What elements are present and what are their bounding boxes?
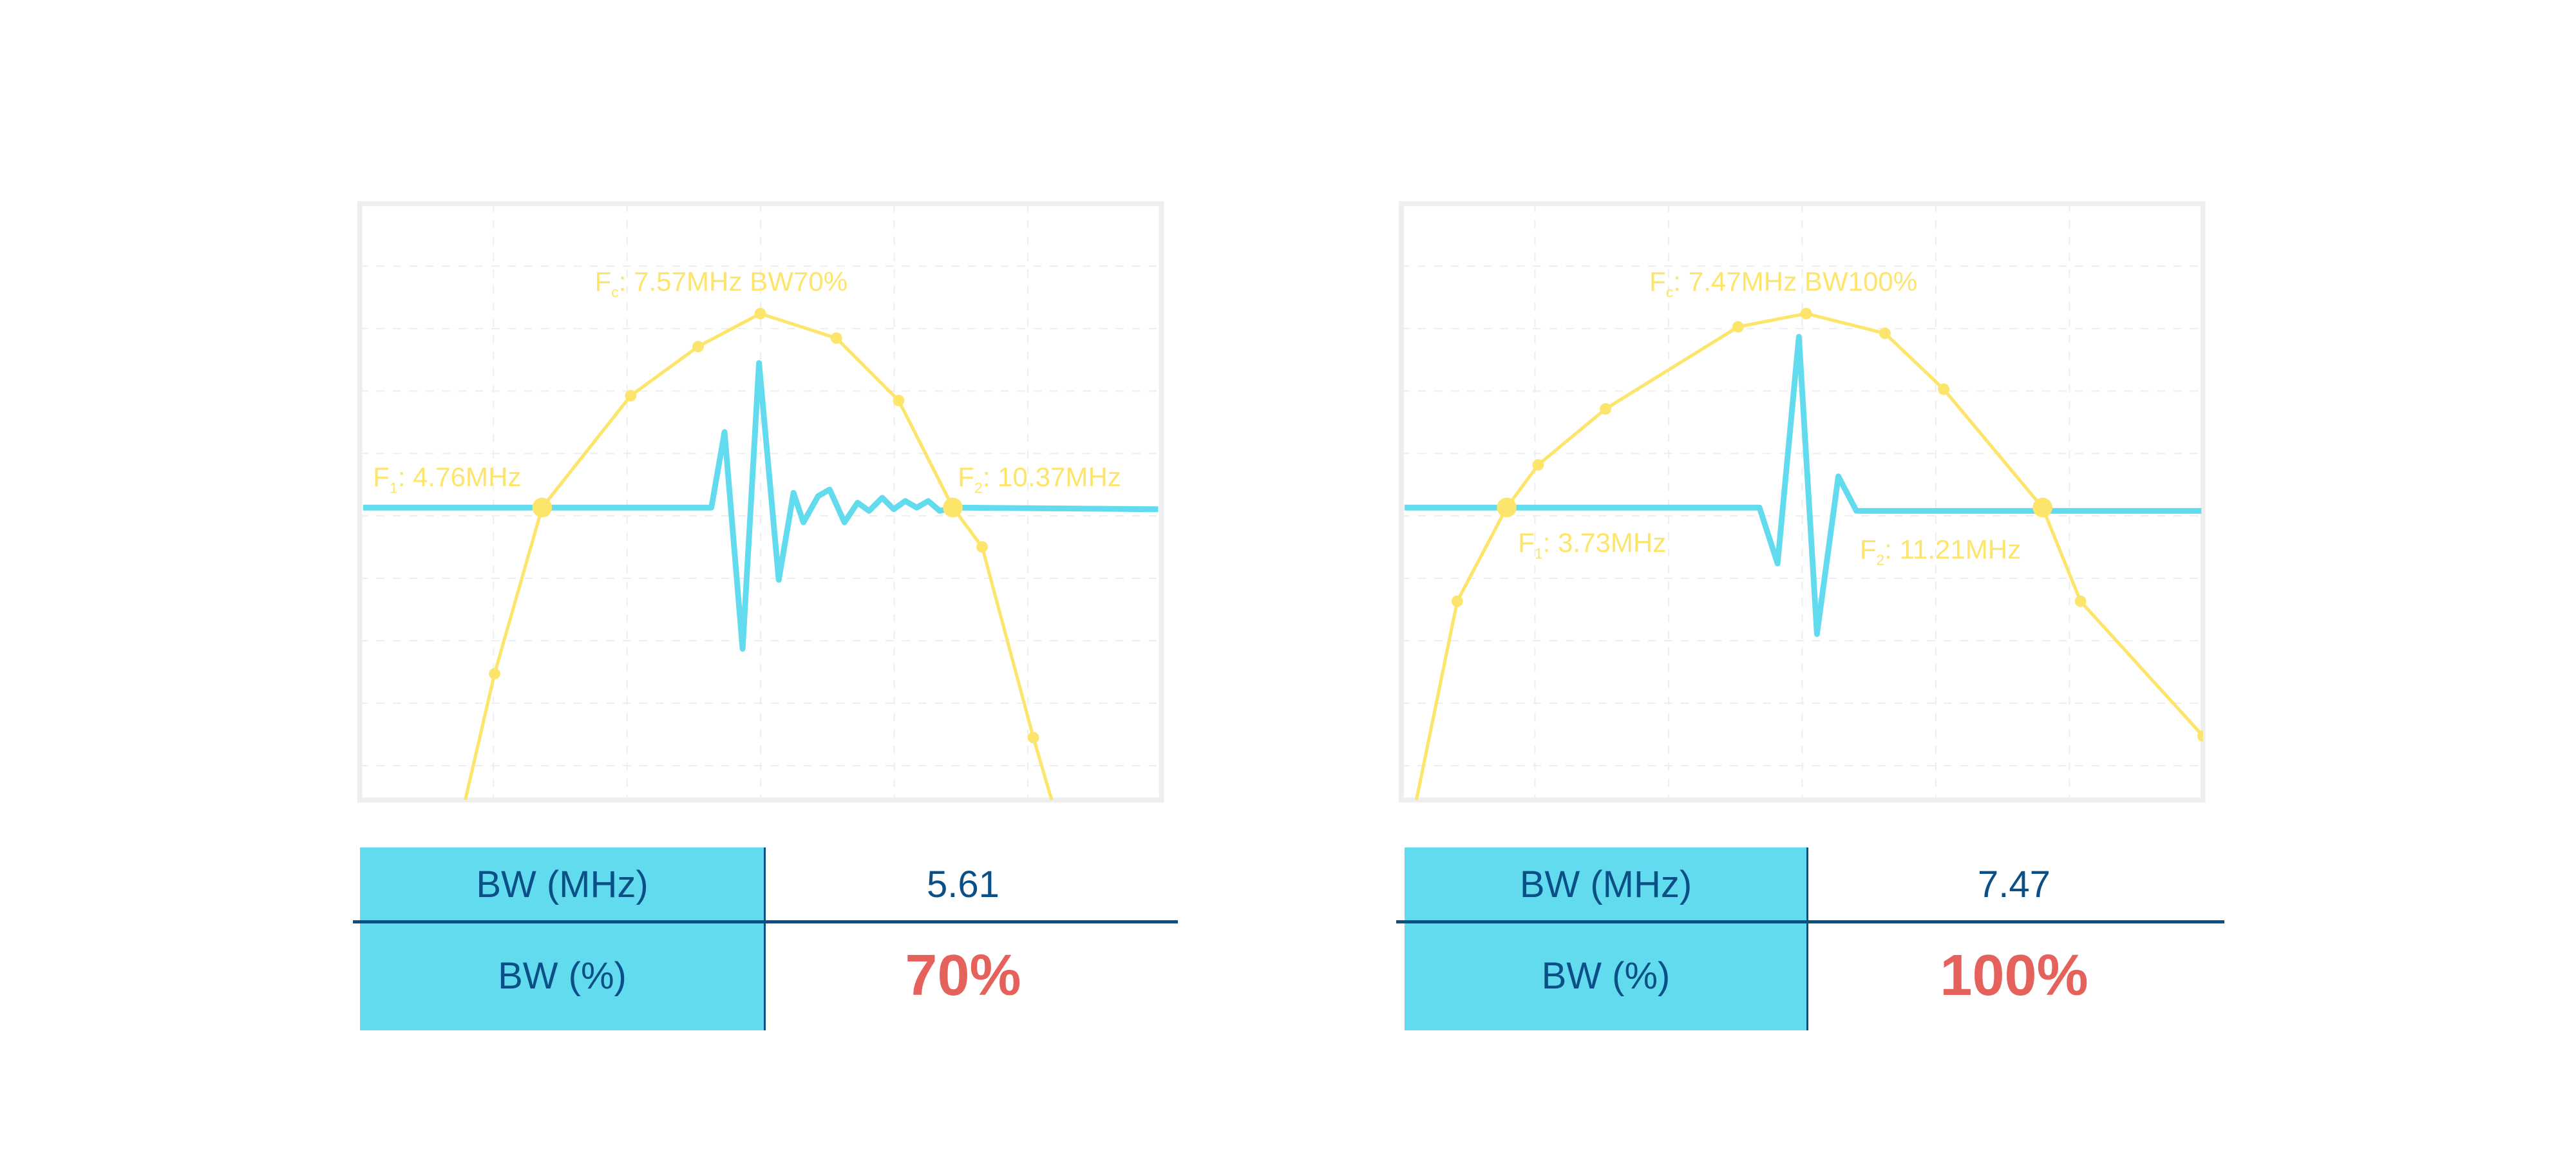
row2-label: BW (%): [360, 922, 764, 1030]
chart-pzt: [357, 201, 1164, 803]
row1-value: 5.61: [927, 864, 999, 905]
fc-label-cmut: Fc: 7.47MHz BW100%: [1649, 267, 1917, 301]
data-point: [830, 332, 842, 345]
row2-label: BW (%): [1405, 922, 1807, 1030]
data-point: [488, 668, 500, 679]
panel-title-pzt: PZT linear array: [556, 117, 889, 168]
data-point: [2074, 595, 2087, 607]
panel-title-cmut: CMUT linear array: [1604, 117, 1983, 168]
frequency-response-line: [463, 312, 1054, 800]
data-point: [976, 541, 988, 553]
cutoff-point: [1497, 497, 1517, 518]
plot-frame: [357, 201, 1164, 803]
fc-label-pzt: Fc: 7.57MHz BW70%: [595, 267, 848, 301]
data-point: [1600, 403, 1611, 415]
data-point: [1879, 327, 1891, 339]
data-point: [893, 395, 905, 406]
row-divider: [353, 920, 1178, 923]
cutoff-point: [943, 497, 963, 518]
table-cmut: BW (MHz) BW (%) 7.47 100%: [1396, 847, 2224, 1030]
f1-label-cmut: F1: 3.73MHz: [1518, 527, 1666, 562]
data-point: [1451, 595, 1463, 607]
column-divider: [1806, 847, 1808, 1030]
chart-cmut: [1399, 201, 2206, 803]
row2-value: 70%: [905, 943, 1021, 1008]
cutoff-point: [532, 497, 553, 518]
pulse-waveform: [1405, 334, 2202, 638]
f2-label-cmut: F2: 11.21MHz: [1860, 534, 2022, 568]
plot-area: [363, 308, 1159, 800]
data-point: [1027, 732, 1039, 744]
data-point: [1800, 308, 1812, 319]
f2-label-pzt: F2: 10.37MHz: [958, 462, 1121, 496]
data-point: [2197, 730, 2203, 742]
plot-area: [1405, 308, 2203, 800]
row1-value: 7.47: [1978, 864, 2050, 905]
row1-label: BW (MHz): [1405, 847, 1807, 922]
table-pzt: BW (MHz) BW (%) 5.61 70%: [353, 847, 1178, 1030]
plot-frame: [1399, 201, 2206, 803]
frequency-response-line: [1414, 312, 2203, 800]
data-point: [1532, 459, 1544, 471]
column-divider: [764, 847, 766, 1030]
row2-value: 100%: [1940, 943, 2088, 1008]
data-point: [625, 390, 637, 402]
data-point: [1732, 321, 1744, 333]
data-point: [1938, 383, 1950, 395]
row-divider: [1396, 920, 2224, 923]
f1-label-pzt: F1: 4.76MHz: [373, 462, 521, 496]
data-point: [754, 308, 766, 319]
row1-label: BW (MHz): [360, 847, 764, 922]
pulse-waveform: [363, 360, 1159, 652]
data-point: [692, 341, 704, 353]
cutoff-point: [2032, 497, 2052, 518]
